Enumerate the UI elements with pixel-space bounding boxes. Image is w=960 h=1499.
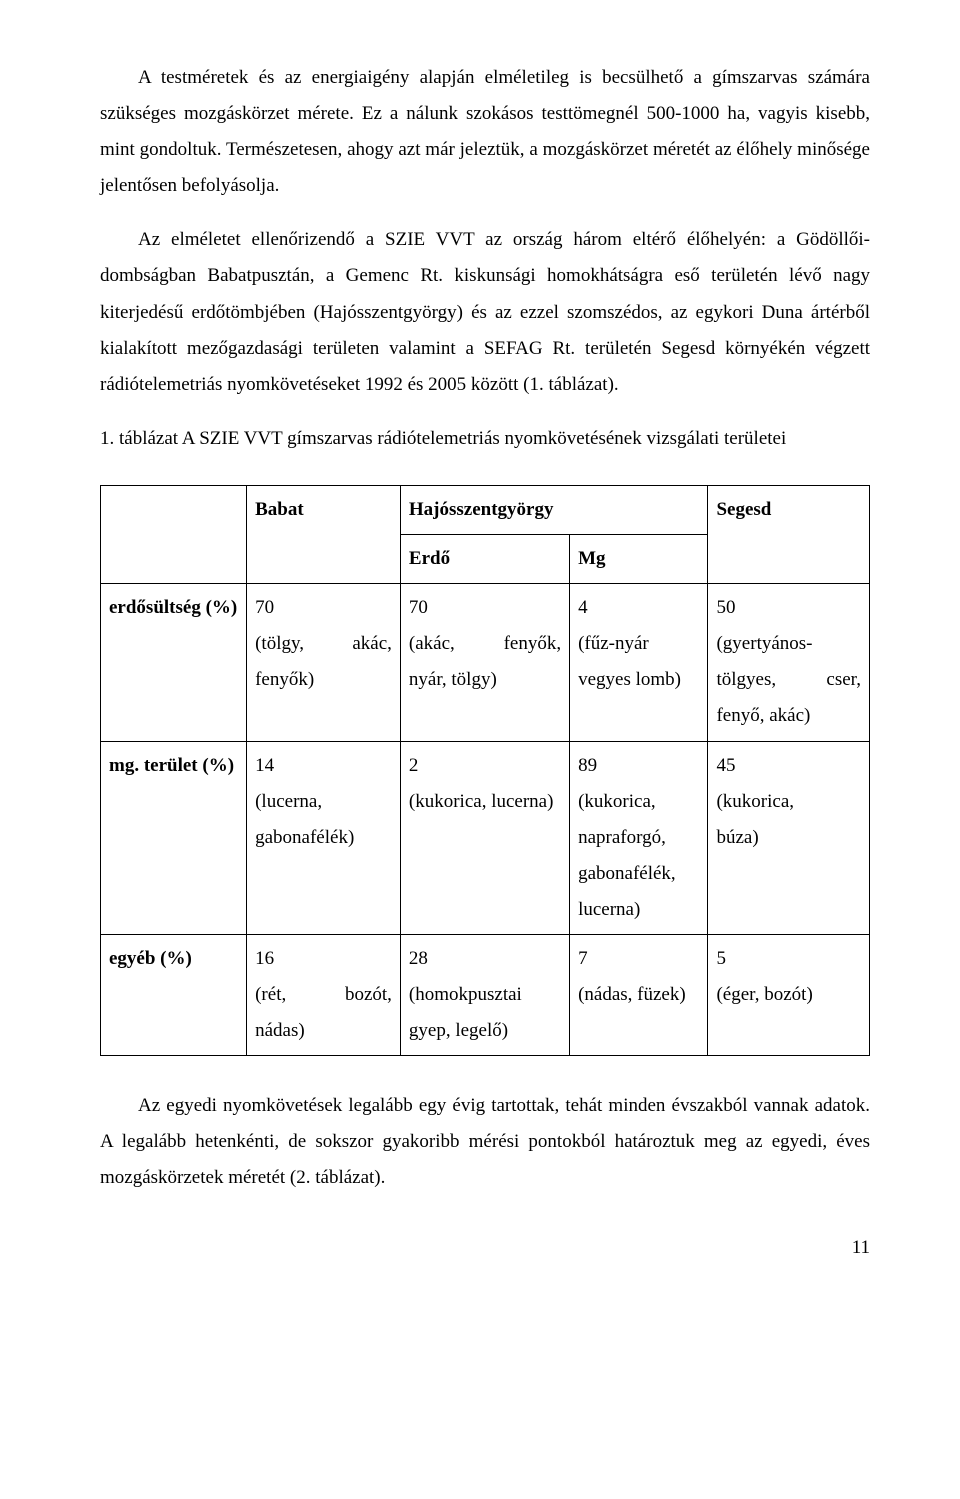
cell-mg-forest: 4 (fűz-nyár vegyes lomb) [570,584,708,741]
cell-erdo-agri: 2 (kukorica, lucerna) [400,741,569,934]
cell-detail: lucerna) [578,892,699,928]
cell-detail: (akác, [409,626,455,662]
paragraph-1: A testméretek és az energiaigény alapján… [100,60,870,204]
cell-mg-agri: 89 (kukorica, napraforgó, gabonafélék, l… [570,741,708,934]
table-row: egyéb (%) 16 (rét, bozót, nádas) 28 (hom… [101,934,870,1055]
cell-value: 50 [716,590,861,626]
paragraph-2: Az elméletet ellenőrizendő a SZIE VVT az… [100,222,870,402]
cell-detail: fenyők) [255,662,392,698]
cell-detail: napraforgó, [578,820,699,856]
cell-babat-forest: 70 (tölgy, akác, fenyők) [247,584,401,741]
header-segesd: Segesd [708,485,870,583]
cell-detail: (homokpusztai [409,977,561,1013]
cell-value: 45 [716,748,861,784]
header-blank [101,485,247,583]
cell-detail: fenyők, [504,626,562,662]
cell-value: 70 [409,590,561,626]
cell-erdo-forest: 70 (akác, fenyők, nyár, tölgy) [400,584,569,741]
row-label-forest: erdősültség (%) [101,584,247,741]
cell-detail: gabonafélék, [578,856,699,892]
study-areas-table: Babat Hajósszentgyörgy Segesd Erdő Mg er… [100,485,870,1056]
header-babat: Babat [247,485,401,583]
cell-erdo-other: 28 (homokpusztai gyep, legelő) [400,934,569,1055]
cell-detail: gyep, legelő) [409,1013,561,1049]
cell-segesd-other: 5 (éger, bozót) [708,934,870,1055]
cell-detail: gabonafélék) [255,820,392,856]
cell-value: 2 [409,748,561,784]
cell-detail: (fűz-nyár [578,626,699,662]
cell-value: 70 [255,590,392,626]
cell-detail: (tölgy, [255,626,304,662]
header-hajos: Hajósszentgyörgy [400,485,708,534]
cell-detail: búza) [716,820,861,856]
cell-value: 28 [409,941,561,977]
cell-detail: akác, [352,626,392,662]
table-row: erdősültség (%) 70 (tölgy, akác, fenyők)… [101,584,870,741]
document-page: A testméretek és az energiaigény alapján… [0,0,960,1299]
cell-value: 14 [255,748,392,784]
cell-detail: (kukorica, [578,784,699,820]
cell-detail: (éger, bozót) [716,977,861,1013]
table-header-row-1: Babat Hajósszentgyörgy Segesd [101,485,870,534]
cell-babat-agri: 14 (lucerna, gabonafélék) [247,741,401,934]
cell-segesd-forest: 50 (gyertyános- tölgyes, cser, fenyő, ak… [708,584,870,741]
cell-detail: (lucerna, [255,784,392,820]
cell-value: 4 [578,590,699,626]
cell-detail: bozót, [345,977,392,1013]
cell-detail: (nádas, füzek) [578,977,699,1013]
cell-detail: (rét, [255,977,286,1013]
cell-detail: cser, [826,662,861,698]
cell-value: 16 [255,941,392,977]
cell-detail: fenyő, akác) [716,698,861,734]
cell-detail: tölgyes, [716,662,776,698]
row-label-agri: mg. terület (%) [101,741,247,934]
header-erdo: Erdő [400,535,569,584]
row-label-other: egyéb (%) [101,934,247,1055]
table-row: mg. terület (%) 14 (lucerna, gabonafélék… [101,741,870,934]
cell-value: 5 [716,941,861,977]
cell-detail: vegyes lomb) [578,662,699,698]
cell-segesd-agri: 45 (kukorica, búza) [708,741,870,934]
cell-detail: (kukorica, [716,784,861,820]
cell-value: 7 [578,941,699,977]
cell-detail: nádas) [255,1013,392,1049]
paragraph-3: Az egyedi nyomkövetések legalább egy évi… [100,1088,870,1196]
header-mg: Mg [570,535,708,584]
cell-value: 89 [578,748,699,784]
cell-detail: (gyertyános- [716,626,861,662]
cell-detail: nyár, tölgy) [409,662,561,698]
cell-babat-other: 16 (rét, bozót, nádas) [247,934,401,1055]
cell-detail: (kukorica, lucerna) [409,784,561,820]
table-caption: 1. táblázat A SZIE VVT gímszarvas rádiót… [100,421,870,457]
page-number: 11 [100,1237,870,1259]
cell-mg-other: 7 (nádas, füzek) [570,934,708,1055]
